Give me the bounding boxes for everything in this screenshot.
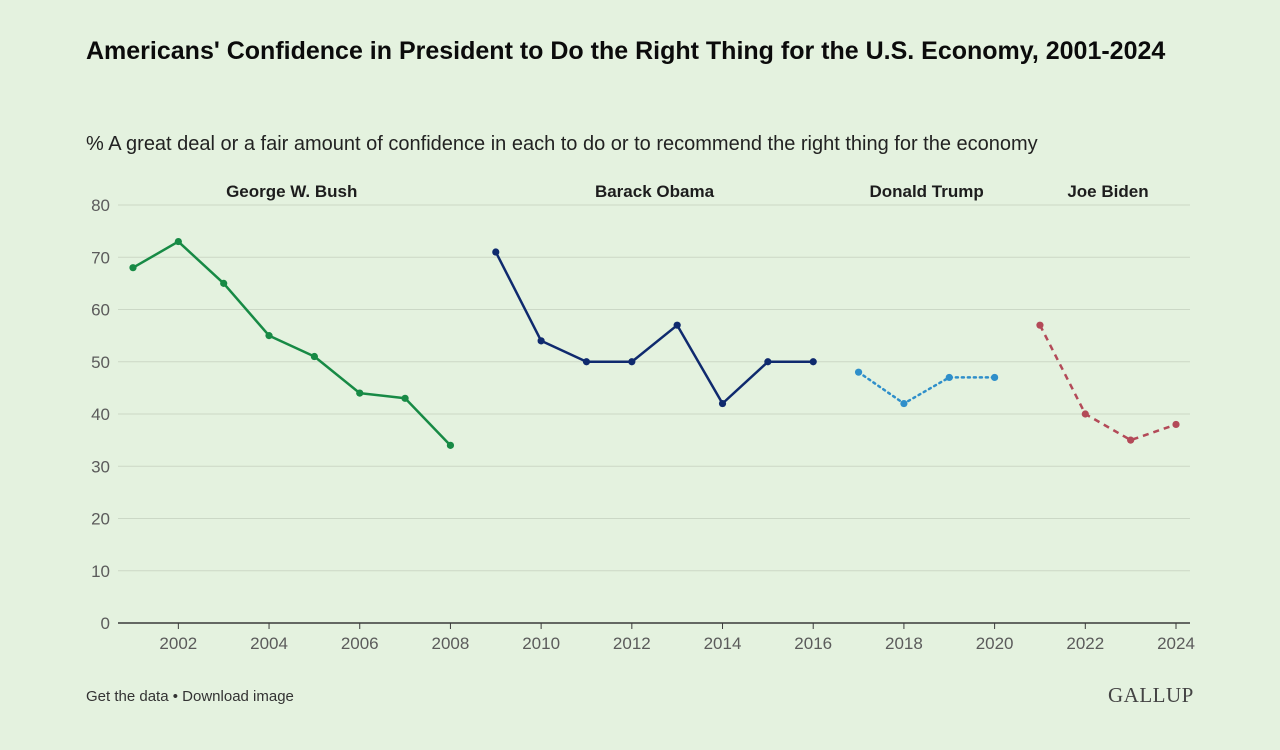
president-labels: George W. Bush Barack Obama Donald Trump Jo… [226,182,1149,201]
data-point [1036,321,1044,329]
data-point [628,358,636,366]
data-point [174,237,182,246]
data-point [356,389,364,397]
series-line-barack-obama [494,251,814,405]
y-tick-label: 10 [91,562,110,581]
data-point [446,441,455,449]
x-tick-label: 2012 [613,634,651,653]
x-tick-label: 2010 [522,634,560,653]
y-tick-label: 60 [91,301,110,320]
x-tick-label: 2018 [885,634,923,653]
axes: 0 10 20 30 40 50 60 70 80 2002 2004 2006 2008 2010 201… [91,196,1195,653]
x-tick-label: 2008 [432,634,470,653]
y-tick-label: 50 [91,353,110,372]
chart-title: Americans' Confidence in President to Do… [86,37,1166,65]
data-point [1127,436,1135,444]
data-point [129,264,137,272]
data-point [1081,410,1089,418]
data-point [220,279,228,287]
x-tick-label: 2014 [704,634,742,653]
y-tick-label: 40 [91,405,110,424]
gridlines [118,204,1190,624]
president-label: Joe Biden [1067,182,1148,201]
x-tick-label: 2016 [794,634,832,653]
data-point [492,248,500,256]
data-point [1172,420,1180,429]
data-point [582,358,591,366]
data-point [310,352,318,361]
data-point [900,399,908,408]
data-point [991,373,999,382]
data-point [764,358,772,366]
data-point [718,399,727,408]
y-tick-label: 70 [91,248,110,267]
data-point [945,373,953,382]
series-line-joe-biden [1038,324,1177,442]
x-tick-label: 2022 [1066,634,1104,653]
gallup-logo: GALLUP [1108,683,1194,707]
y-tick-label: 30 [91,457,110,476]
download-image-link[interactable]: Download image [182,688,294,705]
data-point [265,332,273,340]
data-point [537,337,545,345]
data-point [809,358,817,366]
president-label: Donald Trump [869,182,983,201]
chart-subtitle: % A great deal or a fair amount of confi… [86,133,1038,155]
x-tick-label: 2004 [250,634,288,653]
footer-links: Get the data • Download image [86,688,294,705]
x-tick-label: 2020 [976,634,1014,653]
data-point [854,368,863,376]
y-tick-label: 0 [101,614,110,633]
series-line-george-w-bush [132,240,452,447]
data-point [673,321,681,329]
president-label: Barack Obama [595,182,715,201]
president-label: George W. Bush [226,182,357,201]
y-tick-label: 80 [91,196,110,215]
y-tick-label: 20 [91,510,110,529]
data-point [401,394,409,402]
series-lines [129,237,1180,449]
x-tick-label: 2002 [159,634,197,653]
get-data-link[interactable]: Get the data [86,688,169,705]
footer-separator: • [172,688,178,705]
series-line-donald-trump [857,370,996,405]
x-tick-label: 2024 [1157,634,1195,653]
x-tick-label: 2006 [341,634,379,653]
